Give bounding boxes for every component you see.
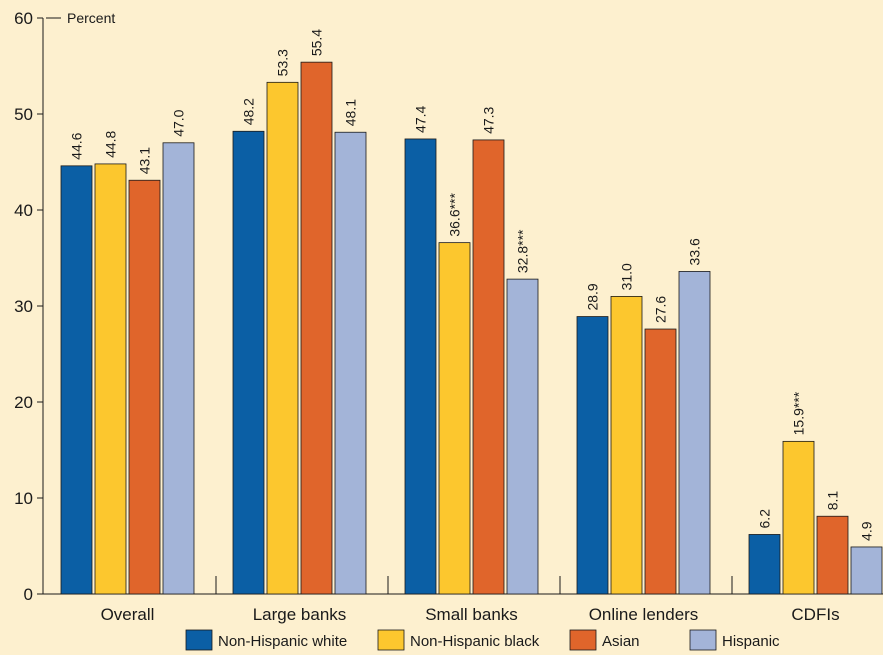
category-label: Overall	[101, 605, 155, 624]
category-label: Small banks	[425, 605, 518, 624]
bar	[404, 138, 437, 595]
bar	[128, 179, 161, 595]
bar	[94, 163, 127, 595]
value-label: 8.1	[825, 491, 841, 511]
y-tick-label: 40	[14, 201, 33, 220]
y-tick-label: 30	[14, 297, 33, 316]
y-axis-ticks: 0 10 20 30 40 50 60	[14, 9, 43, 604]
bar	[678, 271, 711, 595]
bars-group	[60, 61, 883, 595]
y-axis-unit-label: Percent	[67, 10, 115, 26]
value-labels-group: 44.6 44.8 43.1 47.0 48.2 53.3 55.4 48.1 47.4 36.6…	[69, 29, 875, 541]
legend-label: Non-Hispanic white	[218, 633, 347, 650]
category-dividers-group	[215, 576, 733, 594]
value-label: 6.2	[757, 509, 773, 529]
category-label: CDFIs	[791, 605, 839, 624]
legend-swatch	[377, 629, 405, 651]
legend-label: Asian	[602, 633, 640, 650]
bar	[232, 130, 265, 595]
value-label: 44.8	[103, 130, 119, 157]
category-labels-group: Overall Large banks Small banks Online lend…	[101, 605, 840, 624]
value-label: 48.2	[241, 98, 257, 125]
bar	[334, 131, 367, 595]
category-label: Online lenders	[589, 605, 699, 624]
value-label: 48.1	[343, 99, 359, 126]
legend-swatch	[689, 629, 717, 651]
bar	[472, 139, 505, 595]
y-tick-label: 50	[14, 105, 33, 124]
bar	[506, 278, 539, 595]
value-label: 31.0	[619, 263, 635, 290]
legend: Non-Hispanic white Non-Hispanic black Asia…	[185, 629, 780, 651]
value-label: 36.6***	[447, 192, 463, 236]
value-label: 55.4	[309, 29, 325, 56]
value-label: 4.9	[859, 521, 875, 541]
bar	[782, 440, 815, 595]
bar	[644, 328, 677, 595]
value-label: 47.3	[481, 106, 497, 133]
value-label: 53.3	[275, 49, 291, 76]
bar	[60, 165, 93, 595]
bar	[266, 81, 299, 595]
category-label: Large banks	[253, 605, 347, 624]
value-label: 32.8***	[515, 229, 531, 273]
bar	[438, 242, 471, 595]
y-tick-label: 0	[24, 585, 33, 604]
legend-swatch	[185, 629, 213, 651]
value-label: 44.6	[69, 132, 85, 159]
y-tick-label: 10	[14, 489, 33, 508]
bar	[300, 61, 333, 595]
bar	[748, 534, 781, 595]
value-label: 33.6	[687, 238, 703, 265]
y-tick-label: 20	[14, 393, 33, 412]
bar	[610, 295, 643, 595]
legend-swatch	[569, 629, 597, 651]
value-label: 43.1	[137, 147, 153, 174]
y-tick-label: 60	[14, 9, 33, 28]
bar	[816, 515, 849, 595]
legend-label: Non-Hispanic black	[410, 633, 540, 650]
legend-label: Hispanic	[722, 633, 780, 650]
bar	[850, 546, 883, 595]
value-label: 28.9	[585, 283, 601, 310]
bar	[576, 316, 609, 595]
value-label: 47.4	[413, 105, 429, 132]
bar	[162, 142, 195, 595]
value-label: 27.6	[653, 296, 669, 323]
value-label: 47.0	[171, 109, 187, 136]
value-label: 15.9***	[791, 391, 807, 435]
